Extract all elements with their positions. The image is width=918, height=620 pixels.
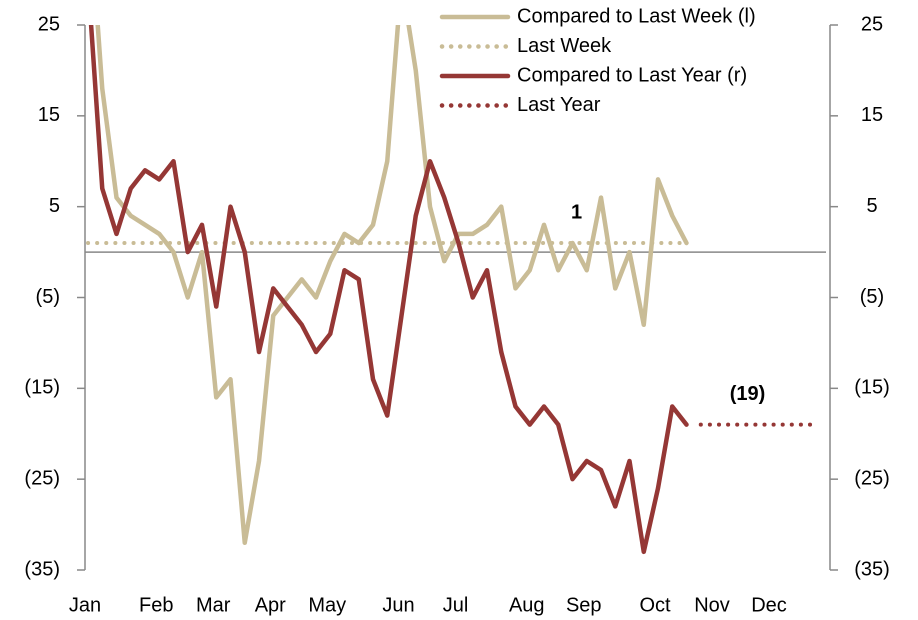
tick-label: (25) [854,467,890,489]
legend-label: Compared to Last Week (l) [517,5,756,27]
legend-label: Last Year [517,94,601,116]
tick-label: (5) [36,286,60,308]
x-tick-label: Jan [69,594,101,616]
annotation: 1 [571,201,582,223]
x-tick-label: May [308,594,346,616]
x-tick-label: Jul [443,594,469,616]
legend-label: Last Week [517,35,612,57]
x-tick-label: Feb [139,594,173,616]
series-line [88,25,689,555]
x-tick-label: Aug [509,594,545,616]
tick-label: (5) [860,286,884,308]
tick-label: (25) [24,467,60,489]
tick-label: (15) [854,377,890,399]
tick-label: 5 [49,195,60,217]
annotation: (19) [730,383,766,405]
x-tick-label: Apr [255,594,286,616]
tick-label: 15 [38,104,60,126]
tick-label: (35) [24,558,60,580]
tick-label: (15) [24,377,60,399]
legend-label: Compared to Last Year (r) [517,64,747,86]
tick-label: 15 [861,104,883,126]
tick-label: 25 [861,13,883,35]
x-tick-label: Sep [566,594,602,616]
x-tick-label: Dec [751,594,787,616]
series-line [95,25,689,545]
x-tick-label: Nov [694,594,730,616]
tick-label: 5 [866,195,877,217]
x-tick-label: Mar [196,594,231,616]
x-tick-label: Oct [639,594,671,616]
tick-label: 25 [38,13,60,35]
x-tick-label: Jun [382,594,414,616]
tick-label: (35) [854,558,890,580]
plot-area [86,25,817,555]
